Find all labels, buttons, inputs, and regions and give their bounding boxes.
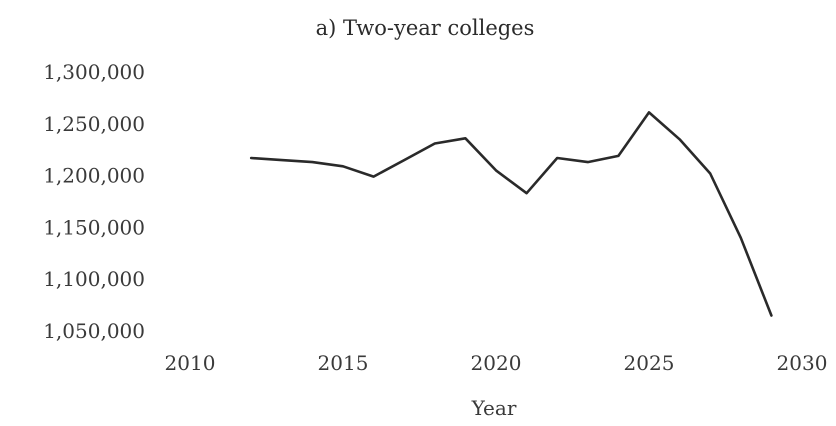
x-axis-label: Year: [471, 396, 517, 420]
x-tick-label: 2030: [777, 351, 828, 375]
y-axis-ticks: 1,050,000 1,100,000 1,150,000 1,200,000 1,25…: [43, 60, 145, 343]
y-tick-label: 1,200,000: [43, 164, 145, 188]
chart-title: a) Two-year colleges: [316, 16, 535, 40]
y-tick-label: 1,050,000: [43, 319, 145, 343]
series-line: [249, 111, 773, 317]
x-tick-label: 2010: [165, 351, 216, 375]
x-tick-label: 2015: [318, 351, 369, 375]
x-tick-label: 2025: [624, 351, 675, 375]
y-tick-label: 1,150,000: [43, 215, 145, 239]
y-tick-label: 1,100,000: [43, 267, 145, 291]
y-tick-label: 1,250,000: [43, 112, 145, 136]
x-axis-ticks: 2010 2015 2020 2025 2030: [165, 351, 828, 375]
x-tick-label: 2020: [471, 351, 522, 375]
y-tick-label: 1,300,000: [43, 60, 145, 84]
plot-area: [249, 111, 773, 317]
